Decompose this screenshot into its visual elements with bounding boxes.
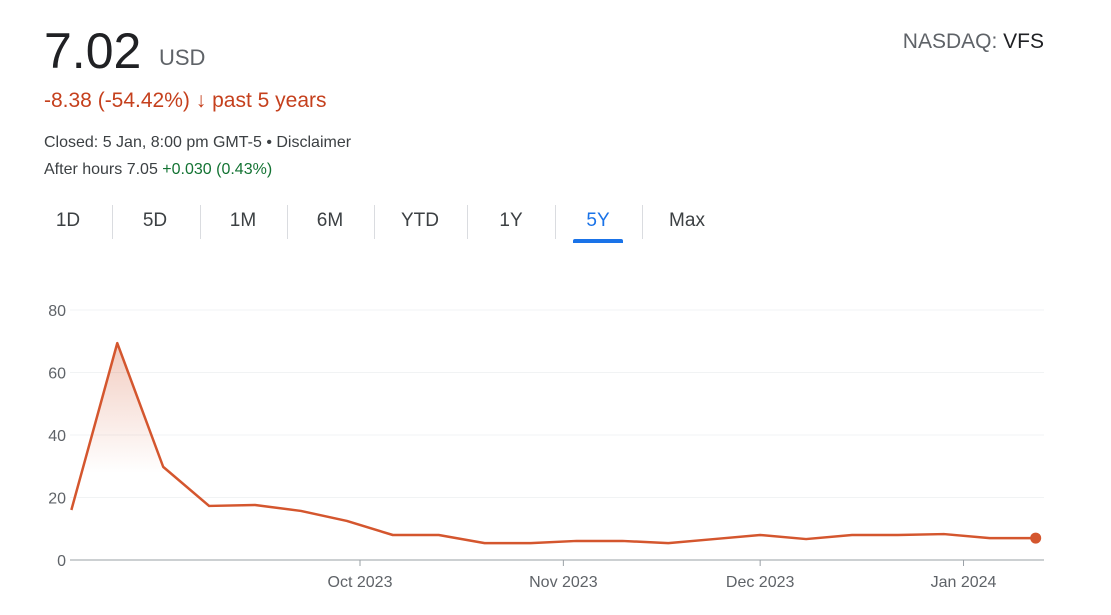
tab-divider: [112, 205, 113, 239]
y-tick-label: 40: [48, 428, 66, 445]
y-tick-label: 80: [48, 303, 66, 320]
x-tick-label: Jan 2024: [931, 574, 997, 591]
price-change: -8.38 (-54.42%) ↓ past 5 years: [44, 89, 327, 113]
closed-info: Closed: 5 Jan, 8:00 pm GMT-5 • Disclaime…: [44, 134, 351, 152]
after-hours-price: After hours 7.05: [44, 161, 163, 178]
disclaimer-link[interactable]: Disclaimer: [276, 134, 352, 151]
y-tick-label: 0: [57, 553, 66, 570]
tab-max[interactable]: Max: [669, 210, 705, 231]
tab-6m[interactable]: 6M: [316, 210, 344, 231]
after-hours-change: +0.030 (0.43%): [162, 161, 273, 178]
last-price-dot: [1030, 532, 1042, 544]
tab-1m[interactable]: 1M: [229, 210, 257, 231]
tab-divider: [287, 205, 288, 239]
x-tick-label: Nov 2023: [529, 574, 598, 591]
price-line: [70, 341, 1036, 545]
currency: USD: [159, 45, 206, 70]
tab-divider: [555, 205, 556, 239]
tab-1y[interactable]: 1Y: [499, 210, 523, 231]
change-value: -8.38 (-54.42%): [44, 89, 190, 112]
x-tick-label: Oct 2023: [328, 574, 393, 591]
tab-divider: [467, 205, 468, 239]
x-tick-label: Dec 2023: [726, 574, 795, 591]
active-tab-indicator: [573, 239, 623, 243]
tab-5y[interactable]: 5Y: [586, 210, 610, 231]
tab-divider: [374, 205, 375, 239]
tab-divider: [642, 205, 643, 239]
after-hours: After hours 7.05 +0.030 (0.43%): [44, 161, 272, 179]
change-period: past 5 years: [212, 89, 327, 112]
tab-divider: [200, 205, 201, 239]
y-tick-label: 20: [48, 491, 66, 508]
tab-5d[interactable]: 5D: [142, 210, 168, 231]
y-tick-label: 60: [48, 366, 66, 383]
closed-time: Closed: 5 Jan, 8:00 pm GMT-5 •: [44, 134, 277, 151]
arrow-down-icon: ↓: [195, 89, 207, 112]
ticker: VFS: [1003, 30, 1044, 53]
exchange: NASDAQ:: [902, 30, 998, 53]
tab-ytd[interactable]: YTD: [401, 210, 439, 231]
tab-1d[interactable]: 1D: [55, 210, 81, 231]
price: 7.02: [44, 23, 142, 79]
area-fill: [71, 343, 1036, 560]
exchange-ticker[interactable]: NASDAQ: VFS: [903, 30, 1044, 54]
